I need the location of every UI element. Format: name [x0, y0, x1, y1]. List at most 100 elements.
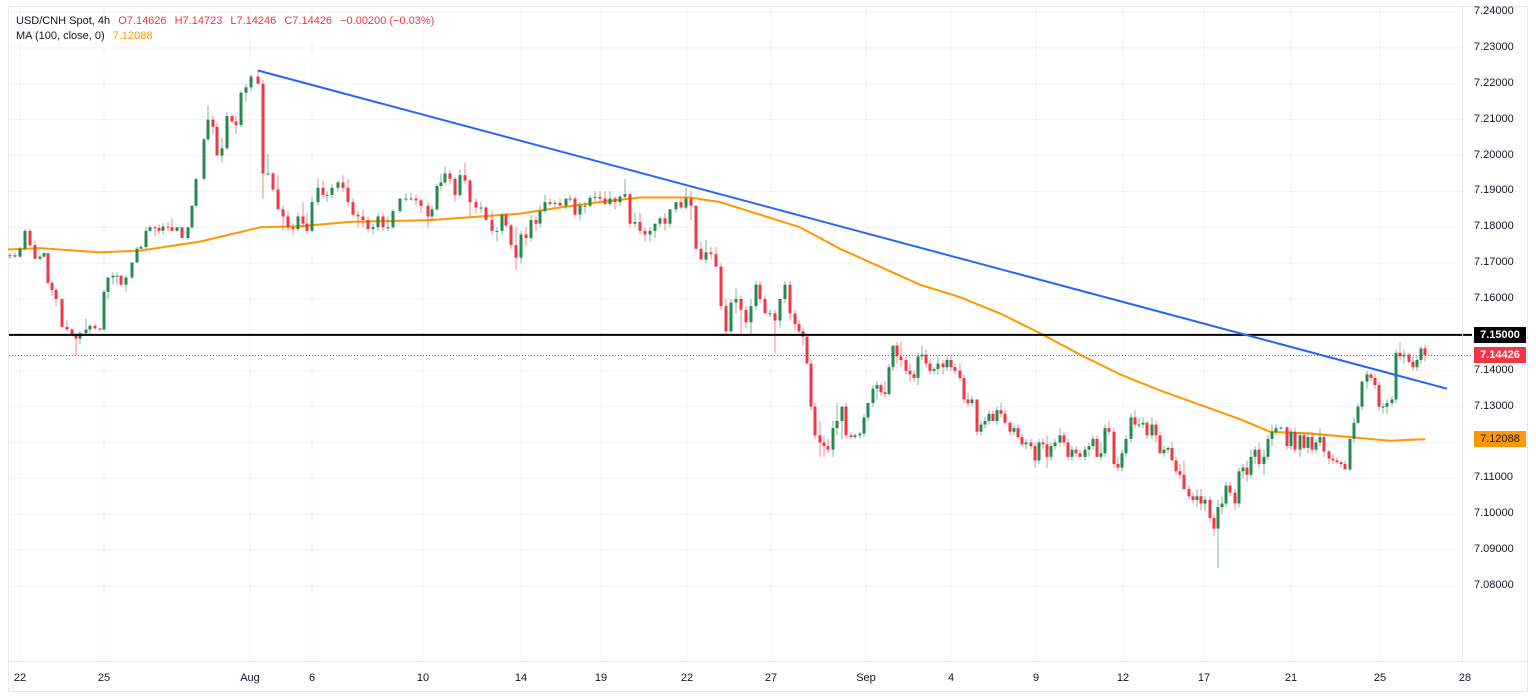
- date-tick-label: 25: [1373, 672, 1387, 684]
- candle-down: [1112, 431, 1116, 465]
- candle-down: [381, 216, 385, 228]
- candle-up: [386, 227, 390, 229]
- candle-up: [1365, 374, 1369, 382]
- price-axis-divider: [1462, 6, 1463, 662]
- ma-100-line: [7, 196, 1426, 442]
- candle-up: [479, 207, 483, 209]
- candle-up: [887, 367, 891, 395]
- candle-down: [763, 299, 767, 314]
- candle-up: [458, 175, 462, 195]
- candle-down: [1310, 437, 1314, 450]
- candle-down: [628, 194, 632, 224]
- candle-up: [768, 313, 772, 315]
- candle-up: [1270, 431, 1274, 439]
- candle-down: [1373, 377, 1377, 386]
- ma-indicator-label[interactable]: MA (100, close, 0): [16, 30, 105, 42]
- price-tick-label: 7.14000: [1474, 363, 1514, 376]
- candle-up: [623, 194, 627, 197]
- candle-down: [1074, 449, 1078, 454]
- candle-down: [949, 359, 953, 368]
- candle-up: [1224, 485, 1228, 504]
- candle-down: [709, 252, 713, 255]
- candle-down: [28, 230, 32, 246]
- candle-up: [588, 197, 592, 206]
- candle-up: [932, 368, 936, 371]
- candle-up: [945, 359, 949, 368]
- candle-down: [74, 334, 78, 339]
- candle-down: [524, 234, 528, 239]
- date-tick-label: 12: [1116, 672, 1130, 684]
- price-tick-label: 7.20000: [1474, 148, 1514, 161]
- candle-down: [1343, 464, 1347, 470]
- candle-up: [1262, 456, 1266, 465]
- candle-up: [439, 182, 443, 186]
- candle-up: [330, 187, 334, 195]
- candle-up: [891, 345, 895, 368]
- candle-up: [1249, 456, 1253, 475]
- candle-down: [1133, 417, 1137, 425]
- candle-down: [1369, 374, 1373, 378]
- price-tick-label: 7.13000: [1474, 399, 1514, 412]
- candle-up: [1070, 449, 1074, 457]
- candle-down: [153, 227, 157, 229]
- date-tick-label: 25: [97, 672, 111, 684]
- candle-up: [1103, 428, 1107, 454]
- candle-up: [983, 420, 987, 425]
- candle-up: [1237, 471, 1241, 504]
- candle-up: [111, 275, 115, 278]
- candle-down: [758, 284, 762, 299]
- candle-up: [568, 198, 572, 200]
- candle-up: [190, 205, 194, 228]
- candle-down: [879, 385, 883, 393]
- symbol-label[interactable]: USD/CNH Spot, 4h: [16, 15, 111, 27]
- candle-up: [206, 119, 210, 140]
- candle-down: [13, 255, 17, 257]
- candle-up: [593, 196, 597, 198]
- candle-down: [70, 329, 74, 335]
- date-tick-label: 19: [594, 672, 608, 684]
- candle-down: [463, 175, 467, 181]
- candle-up: [583, 205, 587, 207]
- candle-down: [899, 356, 903, 360]
- candle-up: [1360, 381, 1364, 407]
- candle-down: [1293, 431, 1297, 450]
- candle-down: [694, 205, 698, 249]
- candle-up: [409, 198, 413, 200]
- candle-down: [1327, 451, 1331, 459]
- candle-up: [754, 284, 758, 307]
- candle-up: [1419, 348, 1423, 360]
- candle-up: [1049, 446, 1053, 457]
- candle-up: [783, 284, 787, 299]
- candle-down: [1178, 471, 1182, 475]
- date-tick-label: 14: [514, 672, 528, 684]
- candle-down: [1045, 444, 1049, 457]
- candle-up: [1166, 447, 1170, 450]
- candle-down: [414, 198, 418, 201]
- candle-down: [1066, 442, 1070, 457]
- candle-up: [1348, 438, 1352, 470]
- candle-down: [1033, 446, 1037, 461]
- support-level-badge: 7.15000: [1474, 326, 1526, 343]
- price-tick-label: 7.17000: [1474, 256, 1514, 269]
- candle-down: [598, 196, 602, 199]
- candle-up: [84, 329, 88, 334]
- candle-down: [321, 187, 325, 195]
- candle-down: [1398, 352, 1402, 357]
- candle-up: [500, 214, 504, 231]
- date-tick-label: 28: [1458, 672, 1472, 684]
- candle-down: [1339, 462, 1343, 465]
- candle-down: [119, 275, 123, 285]
- candle-down: [291, 227, 295, 230]
- candle-up: [1279, 427, 1283, 429]
- candle-up: [704, 252, 708, 260]
- candle-down: [883, 392, 887, 395]
- candle-up: [1203, 499, 1207, 504]
- candle-down: [534, 220, 538, 224]
- candle-down: [50, 282, 54, 291]
- candle-up: [1195, 496, 1199, 500]
- candle-down: [663, 218, 667, 224]
- candle-up: [729, 302, 733, 332]
- candle-up: [106, 277, 110, 292]
- candle-down: [724, 306, 728, 332]
